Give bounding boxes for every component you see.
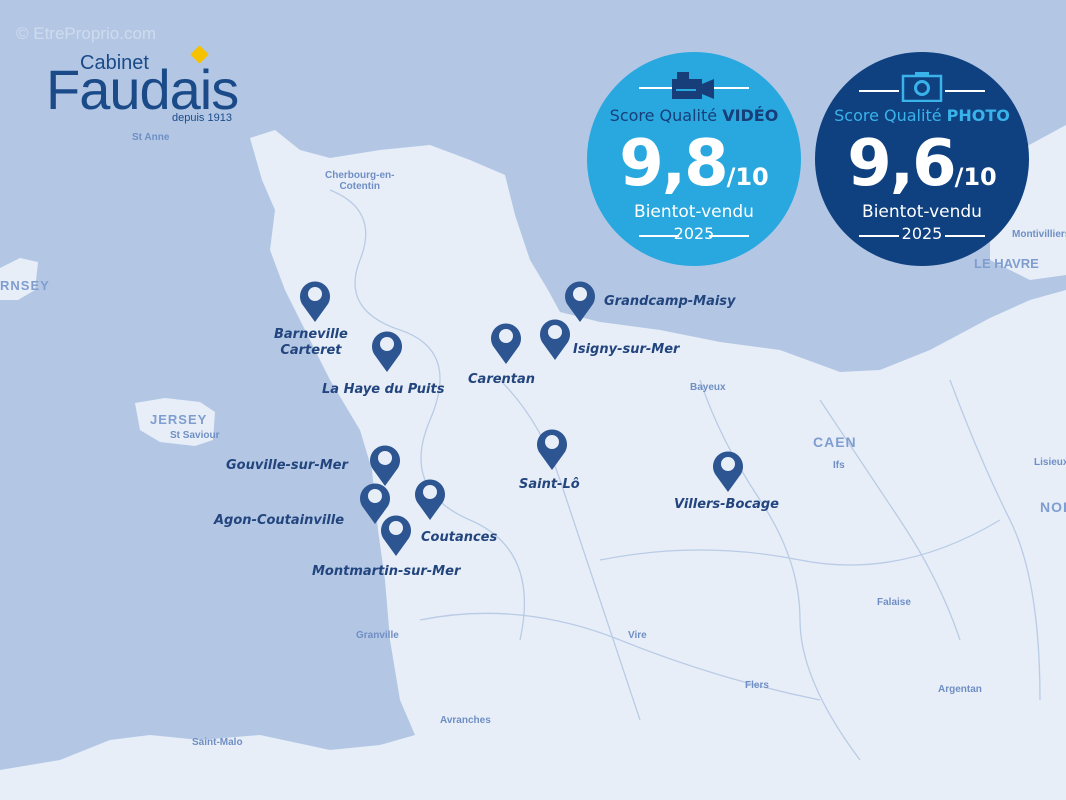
badge-year: 2025 [673, 224, 715, 243]
map-pin-icon[interactable] [368, 442, 402, 486]
badge-scale: /10 [954, 163, 997, 191]
logo-line1: Cabinet [80, 52, 149, 74]
label-falaise: Falaise [877, 597, 911, 608]
video-camera-icon [672, 72, 714, 99]
badge-score: 9,6 [847, 127, 956, 201]
location-label: Gouville-sur-Mer [226, 458, 348, 473]
label-bayeux: Bayeux [690, 382, 726, 393]
label-ifs: Ifs [833, 460, 845, 471]
badge-brand: Bientot-vendu [862, 202, 982, 222]
label-cherbourg: Cherbourg-en- Cotentin [325, 170, 395, 192]
jersey-island [135, 398, 215, 446]
logo-line3: depuis 1913 [172, 112, 232, 124]
location-label: La Haye du Puits [322, 382, 445, 397]
mainland [0, 130, 1066, 800]
badge-title: Score Qualité [609, 106, 723, 125]
map-pin-icon[interactable] [370, 328, 404, 372]
label-lisieux: Lisieux [1034, 457, 1066, 468]
le-havre-land [990, 125, 1066, 280]
photo-score-badge: Score Qualité PHOTO 9,6/10 Bientot-vendu… [815, 52, 1029, 266]
label-guernsey: RNSEY [0, 278, 50, 293]
badge-year: 2025 [901, 224, 943, 243]
badge-scale: /10 [726, 163, 769, 191]
badge-brand: Bientot-vendu [634, 202, 754, 222]
watermark: © EtreProprio.com [16, 24, 157, 43]
map-pin-icon[interactable] [379, 512, 413, 556]
badge-title-bold: PHOTO [946, 106, 1010, 125]
location-label: Agon-Coutainville [214, 513, 345, 528]
badge-score: 9,8 [619, 127, 728, 201]
label-jersey: JERSEY [150, 412, 208, 427]
label-st-anne: St Anne [132, 132, 170, 143]
label-caen: CAEN [813, 434, 857, 450]
location-label: Grandcamp-Maisy [604, 294, 736, 309]
photo-camera-icon [901, 72, 943, 102]
label-vire: Vire [628, 630, 647, 641]
badge-title-bold: VIDÉO [722, 106, 779, 125]
map-pin-icon[interactable] [711, 448, 745, 492]
map-pin-icon[interactable] [563, 278, 597, 322]
label-saint-malo: Saint-Malo [192, 737, 243, 748]
video-score-badge: Score Qualité VIDÉO 9,8/10 Bientot-vendu… [587, 52, 801, 266]
label-normandie: NOI [1040, 499, 1066, 515]
location-label: Saint-Lô [519, 477, 580, 492]
label-le-havre: LE HAVRE [974, 256, 1039, 271]
map-pin-icon[interactable] [535, 426, 569, 470]
location-label: Montmartin-sur-Mer [312, 564, 461, 579]
location-label: Isigny-sur-Mer [573, 342, 680, 357]
location-label: Villers-Bocage [674, 497, 780, 512]
map-pin-icon[interactable] [413, 476, 447, 520]
location-label: Carentan [468, 372, 536, 387]
label-montivilliers: Montivilliers [1012, 229, 1066, 240]
location-label: Barneville Carteret [274, 327, 348, 358]
label-st-saviour: St Saviour [170, 430, 220, 441]
map-pin-icon[interactable] [298, 278, 332, 322]
logo-line2: Faudais [46, 58, 239, 121]
guernsey-island [0, 258, 38, 300]
map-pin-icon[interactable] [358, 480, 392, 524]
label-argentan: Argentan [938, 684, 982, 695]
badge-title: Score Qualité [834, 106, 947, 125]
map-pin-icon[interactable] [489, 320, 523, 364]
label-avranches: Avranches [440, 715, 491, 726]
location-label: Coutances [421, 530, 498, 545]
label-granville: Granville [356, 630, 399, 641]
map-pin-icon[interactable] [538, 316, 572, 360]
rivers [329, 189, 1041, 761]
label-flers: Flers [745, 680, 769, 691]
